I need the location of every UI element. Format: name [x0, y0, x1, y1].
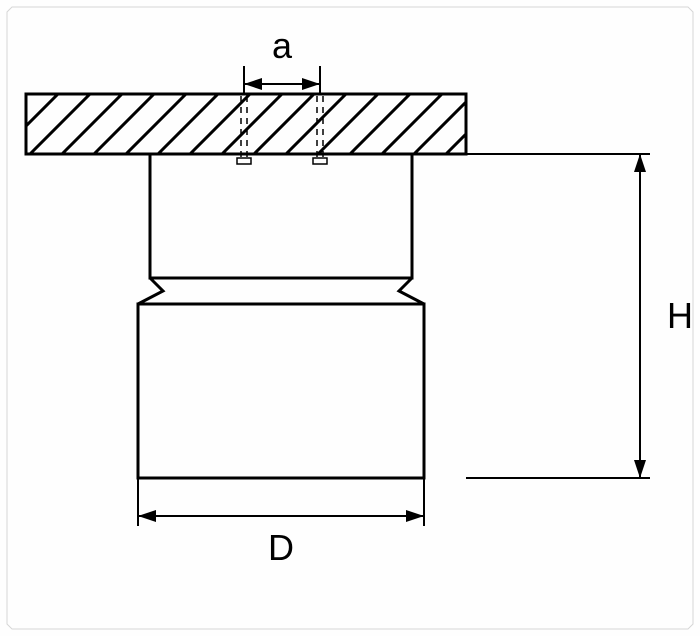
label-H: H	[667, 295, 693, 336]
label-D: D	[268, 527, 294, 568]
label-a: a	[272, 25, 293, 66]
